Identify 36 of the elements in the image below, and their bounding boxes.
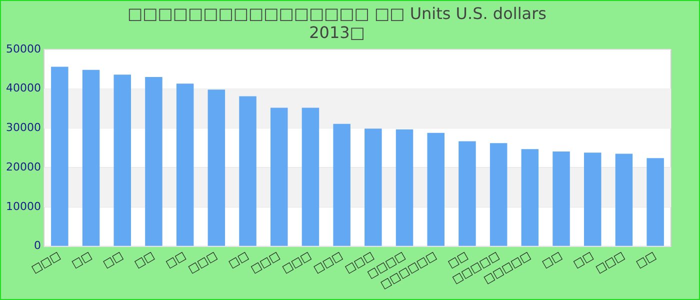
bar [208,90,226,246]
x-tick-label: □□ [540,248,564,271]
bar [51,66,68,246]
bar [584,152,602,246]
x-tick-label: □□ [634,248,658,271]
bar [490,143,508,246]
bar [82,70,100,246]
y-tick-label: 40000 [6,82,41,95]
y-tick-label: 10000 [6,200,41,213]
bar [145,76,162,246]
bar [114,74,131,246]
text: □□□□□□□□□□□□□□□□ □□ Units U.S. dollars [128,4,546,23]
y-tick-label: 0 [34,239,41,252]
bar [176,84,194,246]
y-tick-label: 30000 [6,121,41,134]
y-tick-label: 20000 [6,160,41,174]
bar [270,108,288,246]
bar [239,96,256,246]
x-tick-label: □□ [571,248,596,271]
text: 2013□ [309,22,365,42]
bar [396,129,414,246]
bar [302,108,320,246]
bar [646,158,664,246]
x-tick-label: □□ [69,248,94,271]
x-tick-label: □□ [132,248,157,271]
x-tick-label: □□ [100,248,126,271]
x-tick-label: □□ [163,248,188,271]
bar [458,141,476,246]
x-tick-label: □□ [226,248,251,271]
bar [427,132,444,246]
bar [364,128,382,246]
y-tick-label: 50000 [6,42,41,56]
bar [552,151,570,246]
bar [333,124,350,246]
bar [615,154,633,246]
bar [521,149,539,246]
